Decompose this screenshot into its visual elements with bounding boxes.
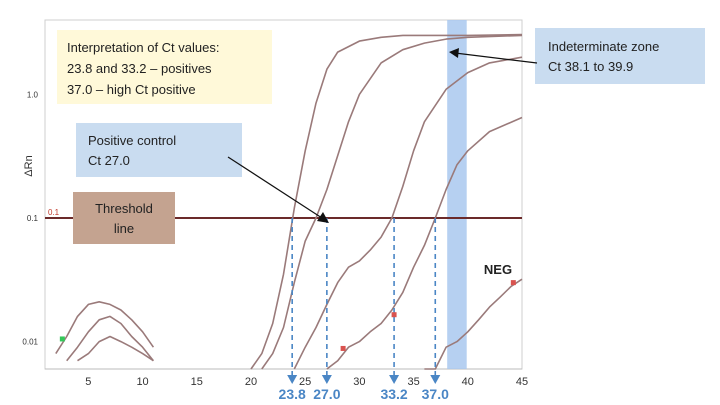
ct-value-label: 37.0 — [422, 386, 449, 402]
x-tick-label: 35 — [407, 376, 419, 388]
ct-arrow-head — [321, 375, 332, 384]
amplification-curve-7 — [66, 315, 155, 362]
amplification-curve-2 — [261, 34, 523, 370]
amplification-curve-5 — [424, 278, 523, 370]
interpretation-text-line: Interpretation of Ct values: — [67, 40, 219, 55]
ct-value-label: 27.0 — [313, 386, 340, 402]
positive-control-text-line: Positive control — [88, 133, 176, 148]
threshold-box — [73, 192, 175, 244]
curve-marker — [391, 312, 397, 318]
amplification-curve-6 — [55, 300, 155, 355]
ct-arrow-head — [287, 375, 298, 384]
indeterminate-zone-text-line: Indeterminate zone — [548, 39, 659, 54]
amplification-curve-1 — [250, 33, 523, 370]
ct-value-label: 23.8 — [279, 386, 306, 402]
x-tick-label: 20 — [245, 376, 257, 388]
y-tick-label: 0.1 — [27, 214, 39, 223]
positive-control-arrow-head — [317, 212, 329, 223]
x-tick-label: 45 — [516, 376, 528, 388]
y-tick-label: 0.01 — [22, 338, 38, 347]
x-tick-label: 25 — [299, 376, 311, 388]
ct-arrow-head — [389, 375, 400, 384]
x-tick-label: 40 — [462, 376, 474, 388]
ct-arrow-head — [430, 375, 441, 384]
positive-control-box — [76, 123, 242, 177]
amplification-curve-8 — [77, 335, 154, 362]
amplification-curve-4 — [326, 116, 523, 370]
indeterminate-arrow-line — [454, 52, 538, 64]
x-tick-label: 30 — [353, 376, 365, 388]
positive-control-text-line: Ct 27.0 — [88, 153, 130, 168]
curve-marker — [510, 280, 516, 286]
y-tick-label: 1.0 — [27, 90, 39, 99]
threshold-text-line: Threshold — [95, 201, 153, 216]
ct-value-label: 33.2 — [380, 386, 407, 402]
interpretation-box — [57, 30, 272, 104]
threshold-text-line: line — [114, 221, 134, 236]
y-axis-label: ΔRn — [23, 155, 35, 176]
indeterminate-zone-band — [447, 20, 467, 369]
x-tick-label: 10 — [136, 376, 148, 388]
x-tick-label: 5 — [85, 376, 91, 388]
amplification-curve-3 — [293, 56, 523, 370]
neg-label: NEG — [484, 262, 512, 277]
x-tick-label: 15 — [191, 376, 203, 388]
curve-marker — [59, 336, 65, 342]
curve-marker — [340, 345, 346, 351]
positive-control-arrow-line — [227, 156, 323, 219]
threshold-value-label: 0.1 — [48, 208, 60, 217]
interpretation-text-line: 37.0 – high Ct positive — [67, 82, 196, 97]
indeterminate-zone-text-line: Ct 38.1 to 39.9 — [548, 59, 633, 74]
indeterminate-zone-box — [535, 28, 705, 84]
interpretation-text-line: 23.8 and 33.2 – positives — [67, 61, 212, 76]
indeterminate-arrow-head — [449, 48, 459, 58]
